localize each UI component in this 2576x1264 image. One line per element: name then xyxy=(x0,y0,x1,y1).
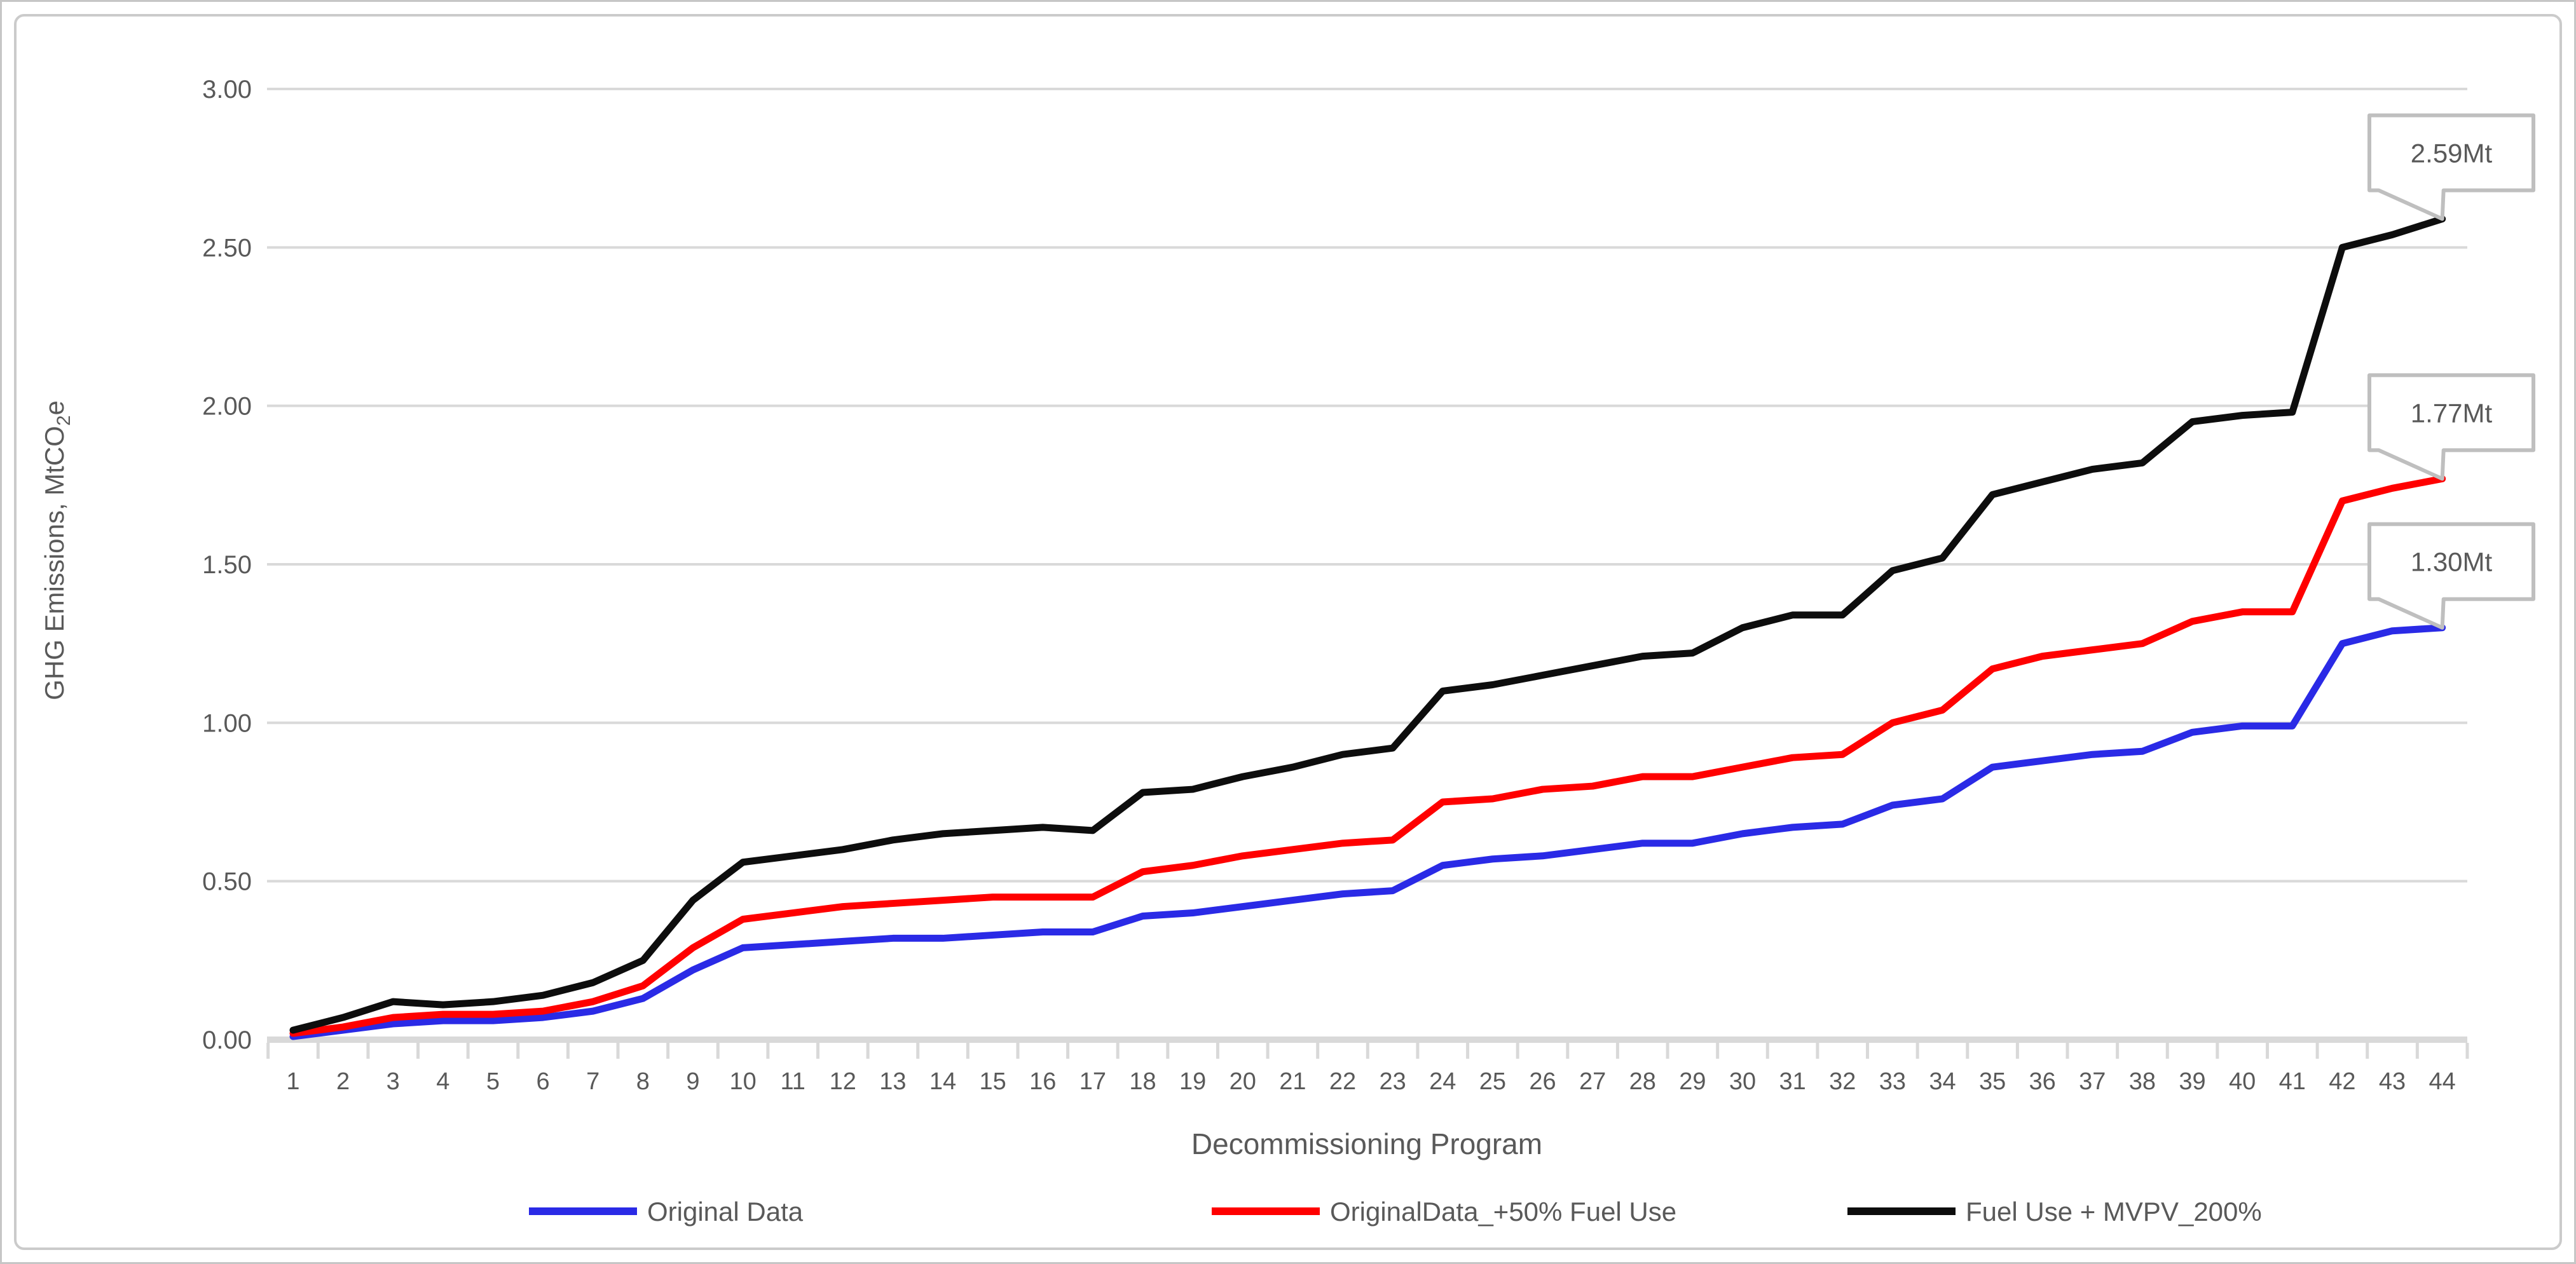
legend-label-fuel-mvpv: Fuel Use + MVPV_200% xyxy=(1966,1197,2262,1227)
x-axis-title: Decommissioning Program xyxy=(1191,1127,1542,1160)
x-axis-tick-label: 10 xyxy=(729,1068,756,1095)
x-axis-tick-label: 2 xyxy=(336,1068,350,1095)
x-axis-tick-label: 29 xyxy=(1679,1068,1706,1095)
y-axis-title-sub: 2 xyxy=(53,415,74,426)
x-axis-tick-label: 42 xyxy=(2329,1068,2355,1095)
x-axis-tick-label: 30 xyxy=(1729,1068,1756,1095)
y-axis-title: GHG Emissions, MtCO2e xyxy=(39,400,74,700)
x-axis-tick-label: 40 xyxy=(2229,1068,2256,1095)
x-axis-tick-label: 37 xyxy=(2079,1068,2106,1095)
x-axis-tick-label: 32 xyxy=(1829,1068,1856,1095)
x-axis-tick-label: 4 xyxy=(436,1068,449,1095)
data-label: 1.30Mt xyxy=(2411,547,2493,577)
y-axis-tick-label: 2.00 xyxy=(202,393,252,421)
x-axis-tick-label: 19 xyxy=(1179,1068,1206,1095)
x-axis-tick-label: 20 xyxy=(1230,1068,1256,1095)
legend: Original Data OriginalData_+50% Fuel Use… xyxy=(529,1197,2262,1227)
x-axis-tick-label: 16 xyxy=(1029,1068,1056,1095)
x-axis-tick-label: 43 xyxy=(2379,1068,2406,1095)
x-axis-tick-label: 34 xyxy=(1929,1068,1956,1095)
x-axis-tick-label: 14 xyxy=(929,1068,956,1095)
x-axis-tick-label: 35 xyxy=(1979,1068,2006,1095)
x-axis-tick-label: 11 xyxy=(780,1068,805,1095)
x-axis-tick-label: 23 xyxy=(1379,1068,1406,1095)
x-axis-tick-label: 26 xyxy=(1529,1068,1556,1095)
x-axis-tick-label: 9 xyxy=(686,1068,699,1095)
x-axis-tick-label: 44 xyxy=(2429,1068,2456,1095)
x-axis-tick-label: 17 xyxy=(1079,1068,1106,1095)
x-axis-labels-group: 1 2 3 4 5 6 7 8 9 10 11 12 13 14 15 16 17 18 19 20 21 22 23 24 2… xyxy=(286,1068,2455,1095)
y-axis-tick-label: 1.00 xyxy=(202,709,252,737)
series-line-original-data xyxy=(289,624,2446,1040)
data-label-callout xyxy=(2367,373,2535,481)
y-axis-tick-label: 1.50 xyxy=(202,551,252,579)
x-axis-tick-label: 38 xyxy=(2129,1068,2156,1095)
x-axis-tick-label: 7 xyxy=(586,1068,599,1095)
x-axis-tick-label: 36 xyxy=(2029,1068,2056,1095)
data-label: 1.77Mt xyxy=(2411,398,2493,428)
x-axis-tick-label: 25 xyxy=(1479,1068,1506,1095)
y-axis-tick-label: 0.00 xyxy=(202,1026,252,1054)
series-line-originaldata-50-fuel-use xyxy=(289,475,2446,1037)
x-axis-tick-label: 27 xyxy=(1579,1068,1606,1095)
data-label: 2.59Mt xyxy=(2411,138,2493,168)
x-axis-tick-label: 5 xyxy=(486,1068,500,1095)
legend-label-plus50-fuel: OriginalData_+50% Fuel Use xyxy=(1330,1197,1676,1227)
data-label-callout xyxy=(2367,113,2535,221)
x-axis-tick-label: 18 xyxy=(1129,1068,1156,1095)
y-axis-tick-label: 2.50 xyxy=(202,234,252,262)
y-axis-title-suffix: e xyxy=(39,400,69,415)
x-axis-tick-label: 41 xyxy=(2279,1068,2306,1095)
x-axis-tick-label: 31 xyxy=(1779,1068,1805,1095)
x-axis-tick-label: 1 xyxy=(286,1068,299,1095)
x-axis-tick-label: 13 xyxy=(879,1068,906,1095)
x-axis-tick-label: 8 xyxy=(636,1068,650,1095)
x-axis-tick-label: 6 xyxy=(537,1068,550,1095)
x-axis-tick-label: 3 xyxy=(387,1068,400,1095)
chart-frame xyxy=(14,14,2562,1250)
x-axis-tick-label: 21 xyxy=(1279,1068,1306,1095)
data-label-callout xyxy=(2367,522,2535,630)
legend-label-original-data: Original Data xyxy=(647,1197,804,1227)
gridlines-group xyxy=(267,88,2467,1043)
y-axis-tick-label: 3.00 xyxy=(202,76,252,104)
x-axis-tick-label: 15 xyxy=(980,1068,1006,1095)
x-axis-tick-label: 28 xyxy=(1629,1068,1656,1095)
x-axis-tick-label: 33 xyxy=(1879,1068,1906,1095)
data-label-callouts-group: 2.59Mt 1.77Mt 1.30Mt xyxy=(2367,113,2535,630)
x-axis-tick-label: 39 xyxy=(2179,1068,2205,1095)
series-line-fuel-use-mvpv-200- xyxy=(289,215,2446,1034)
y-axis-labels-group: 0.00 0.50 1.00 1.50 2.00 2.50 3.00 xyxy=(202,76,252,1054)
series-lines-group xyxy=(289,215,2446,1040)
x-axis-tick-label: 22 xyxy=(1329,1068,1356,1095)
x-axis-tick-label: 12 xyxy=(830,1068,856,1095)
axis-ticks-group xyxy=(266,1043,2469,1059)
y-axis-title-main: GHG Emissions, MtCO xyxy=(39,426,69,700)
x-axis-tick-label: 24 xyxy=(1429,1068,1456,1095)
y-axis-tick-label: 0.50 xyxy=(202,868,252,896)
